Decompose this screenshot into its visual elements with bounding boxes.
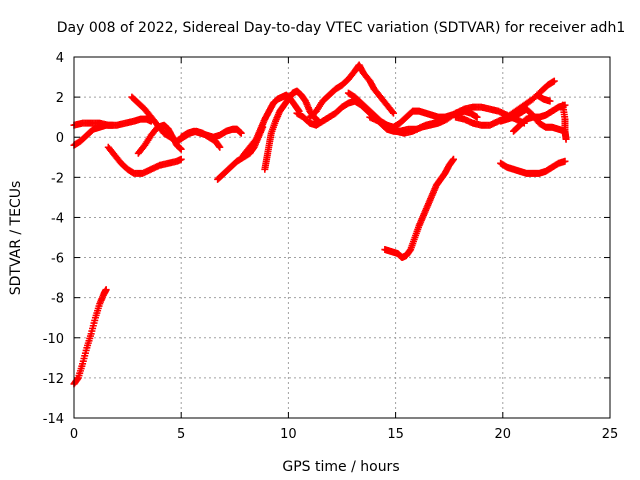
y-tick-label: 0 <box>56 131 64 146</box>
data-point-plus <box>562 135 570 143</box>
y-axis-label: SDTVAR / TECUs <box>8 181 24 296</box>
x-tick-label: 5 <box>177 427 185 442</box>
x-tick-label: 0 <box>70 427 78 442</box>
x-tick-label: 15 <box>387 427 404 442</box>
x-tick-label: 25 <box>602 427 619 442</box>
series-track-18 <box>533 91 554 105</box>
y-tick-label: -10 <box>43 332 64 347</box>
y-tick-label: -4 <box>51 211 64 226</box>
data-point-plus <box>388 108 396 116</box>
series-track-16 <box>497 105 569 135</box>
plot-frame <box>73 56 611 419</box>
data-point-plus <box>550 77 558 85</box>
series-track-20 <box>381 155 457 262</box>
series-track-1 <box>70 286 110 388</box>
series-track-19 <box>559 101 570 143</box>
chart-title: Day 008 of 2022, Sidereal Day-to-day VTE… <box>57 20 625 36</box>
series-track-6 <box>134 121 185 157</box>
y-tick-label: 2 <box>56 91 64 106</box>
series-track-7 <box>177 125 245 141</box>
data-point-plus <box>389 109 397 117</box>
series-track-21 <box>497 157 569 177</box>
y-tick-label: -6 <box>51 252 64 267</box>
data-point-plus <box>216 143 224 151</box>
grid <box>74 57 610 418</box>
data-point-plus <box>546 97 554 105</box>
x-tick-label: 10 <box>280 427 297 442</box>
y-tick-label: -12 <box>43 372 64 387</box>
series-track-4 <box>104 143 185 177</box>
y-tick-label: -14 <box>43 412 64 427</box>
x-tick-label: 20 <box>495 427 512 442</box>
y-tick-label: -8 <box>51 292 64 307</box>
y-tick-label: 4 <box>56 51 64 66</box>
data-point-plus <box>449 155 457 163</box>
data-point-plus <box>109 121 117 129</box>
y-tick-label: -2 <box>51 171 64 186</box>
x-axis-label: GPS time / hours <box>282 459 399 475</box>
series-track-11 <box>306 61 397 121</box>
data-point-plus <box>237 129 245 137</box>
series-track-9 <box>239 91 303 159</box>
data-point-plus <box>177 145 185 153</box>
data-point-plus <box>473 113 481 121</box>
data-point-plus <box>561 157 569 165</box>
data-point-plus <box>177 155 185 163</box>
data-point-plus <box>102 286 110 294</box>
